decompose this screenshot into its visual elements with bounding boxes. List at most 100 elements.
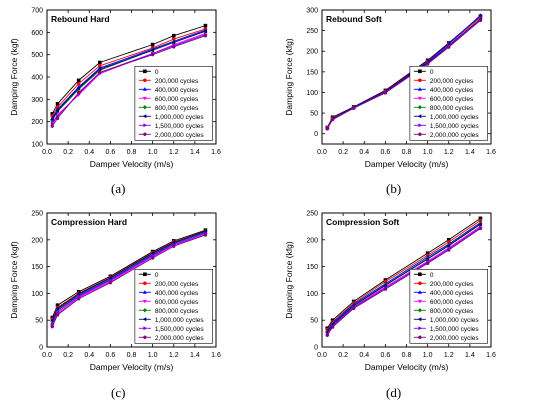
x-tick-label: 0.6 (381, 352, 391, 359)
y-tick-label: 500 (31, 52, 43, 59)
data-point (50, 324, 55, 329)
y-axis-label: Damping Force (kfg) (284, 241, 294, 319)
legend-label: 800,000 cycles (155, 105, 199, 112)
y-tick-label: 50 (310, 111, 318, 118)
data-point (383, 91, 388, 95)
legend-label: 1,500,000 cycles (430, 123, 480, 130)
legend-marker (417, 105, 422, 110)
y-axis-label: Damping Force (kgf) (9, 38, 19, 116)
legend-marker (142, 132, 147, 136)
data-point (150, 53, 155, 57)
x-tick-label: 1.4 (190, 352, 200, 359)
y-tick-label: 150 (306, 69, 318, 76)
legend-marker (142, 308, 147, 313)
y-tick-label: 400 (31, 75, 43, 82)
legend-label: 800,000 cycles (430, 105, 474, 112)
x-tick-label: 1.0 (148, 352, 158, 359)
legend-marker (418, 123, 423, 128)
data-point (56, 310, 60, 315)
y-tick-label: 200 (306, 49, 318, 56)
rebound-hard-chart: 0.0 0.2 0.4 0.6 0.8 1.0 1.2 1.4 1.6 100 200 300 400 5… (9, 8, 221, 170)
caption-d: (d) (386, 385, 402, 400)
legend-label: 1,000,000 cycles (430, 114, 480, 121)
data-point (351, 106, 356, 110)
x-tick-label: 1.0 (423, 149, 433, 156)
legend-marker (143, 123, 148, 128)
data-point (50, 117, 54, 122)
x-tick-label: 1.2 (444, 149, 454, 156)
y-tick-label: 0 (314, 345, 318, 352)
legend-label: 600,000 cycles (155, 96, 199, 103)
chart-panel-b: 0.0 0.2 0.4 0.6 0.8 1.0 1.2 1.4 1.6 0 50 100 150 200 2… (275, 0, 550, 204)
y-tick-label: 300 (306, 8, 318, 15)
caption-b: (b) (386, 181, 402, 196)
data-point (50, 318, 54, 323)
data-point (203, 34, 208, 38)
legend-label: 1,500,000 cycles (155, 326, 205, 333)
legend-label: 1,500,000 cycles (155, 123, 205, 130)
y-tick-label: 250 (306, 211, 318, 218)
legend-box (409, 65, 488, 141)
legend-marker (417, 317, 422, 322)
y-tick-label: 100 (306, 291, 318, 298)
legend-label: 600,000 cycles (155, 299, 199, 306)
x-tick-label: 1.4 (465, 352, 475, 359)
y-tick-label: 700 (31, 8, 43, 15)
x-tick-label: 1.2 (169, 352, 179, 359)
x-tick-label: 1.6 (211, 149, 221, 156)
x-tick-label: 0.4 (359, 149, 369, 156)
data-point (203, 29, 207, 34)
data-point (203, 23, 208, 28)
x-tick-label: 1.6 (211, 352, 221, 359)
data-point (425, 62, 430, 66)
data-point (446, 248, 451, 252)
x-tick-label: 0.0 (42, 352, 52, 359)
legend-label: 200,000 cycles (430, 78, 474, 85)
data-point (171, 33, 176, 38)
legend-label: 2,000,000 cycles (155, 132, 205, 139)
data-point (108, 275, 112, 280)
data-point (478, 13, 483, 17)
data-point (150, 256, 155, 260)
data-point (171, 240, 176, 245)
legend-label: 200,000 cycles (155, 78, 199, 85)
y-tick-label: 250 (31, 211, 43, 218)
data-point (325, 333, 330, 337)
legend-box (134, 65, 213, 141)
data-point (325, 127, 330, 131)
legend-label: 0 (155, 69, 159, 76)
data-point (203, 229, 207, 234)
legend-marker (142, 87, 147, 91)
x-axis-label: Damper Velocity (m/s) (90, 362, 174, 372)
legend-marker (418, 78, 422, 83)
data-point (97, 70, 102, 75)
data-point (55, 116, 60, 120)
chart-title: Rebound Hard (51, 14, 110, 24)
x-tick-label: 0.8 (127, 149, 137, 156)
data-point (171, 40, 176, 45)
y-tick-label: 150 (306, 264, 318, 271)
legend-label: 0 (155, 272, 159, 279)
legend-marker (143, 326, 148, 331)
chart-title: Rebound Soft (326, 14, 382, 24)
x-axis-label: Damper Velocity (m/s) (365, 159, 449, 169)
x-tick-label: 1.0 (423, 352, 433, 359)
legend-marker (417, 290, 422, 294)
x-tick-label: 0.4 (84, 149, 94, 156)
data-point (171, 45, 176, 49)
data-point (478, 216, 483, 221)
data-point (98, 64, 102, 68)
legend-label: 1,500,000 cycles (430, 326, 480, 333)
legend-marker (142, 96, 147, 101)
chart-title: Compression Soft (326, 217, 399, 227)
legend-label: 0 (430, 69, 434, 76)
legend-marker (417, 308, 422, 313)
data-point (171, 37, 176, 41)
data-point (478, 222, 482, 227)
y-tick-label: 100 (31, 291, 43, 298)
legend-marker (417, 335, 422, 339)
legend-marker (142, 290, 147, 294)
legend-marker (143, 281, 147, 286)
legend-label: 600,000 cycles (430, 299, 474, 306)
data-point (330, 118, 335, 122)
